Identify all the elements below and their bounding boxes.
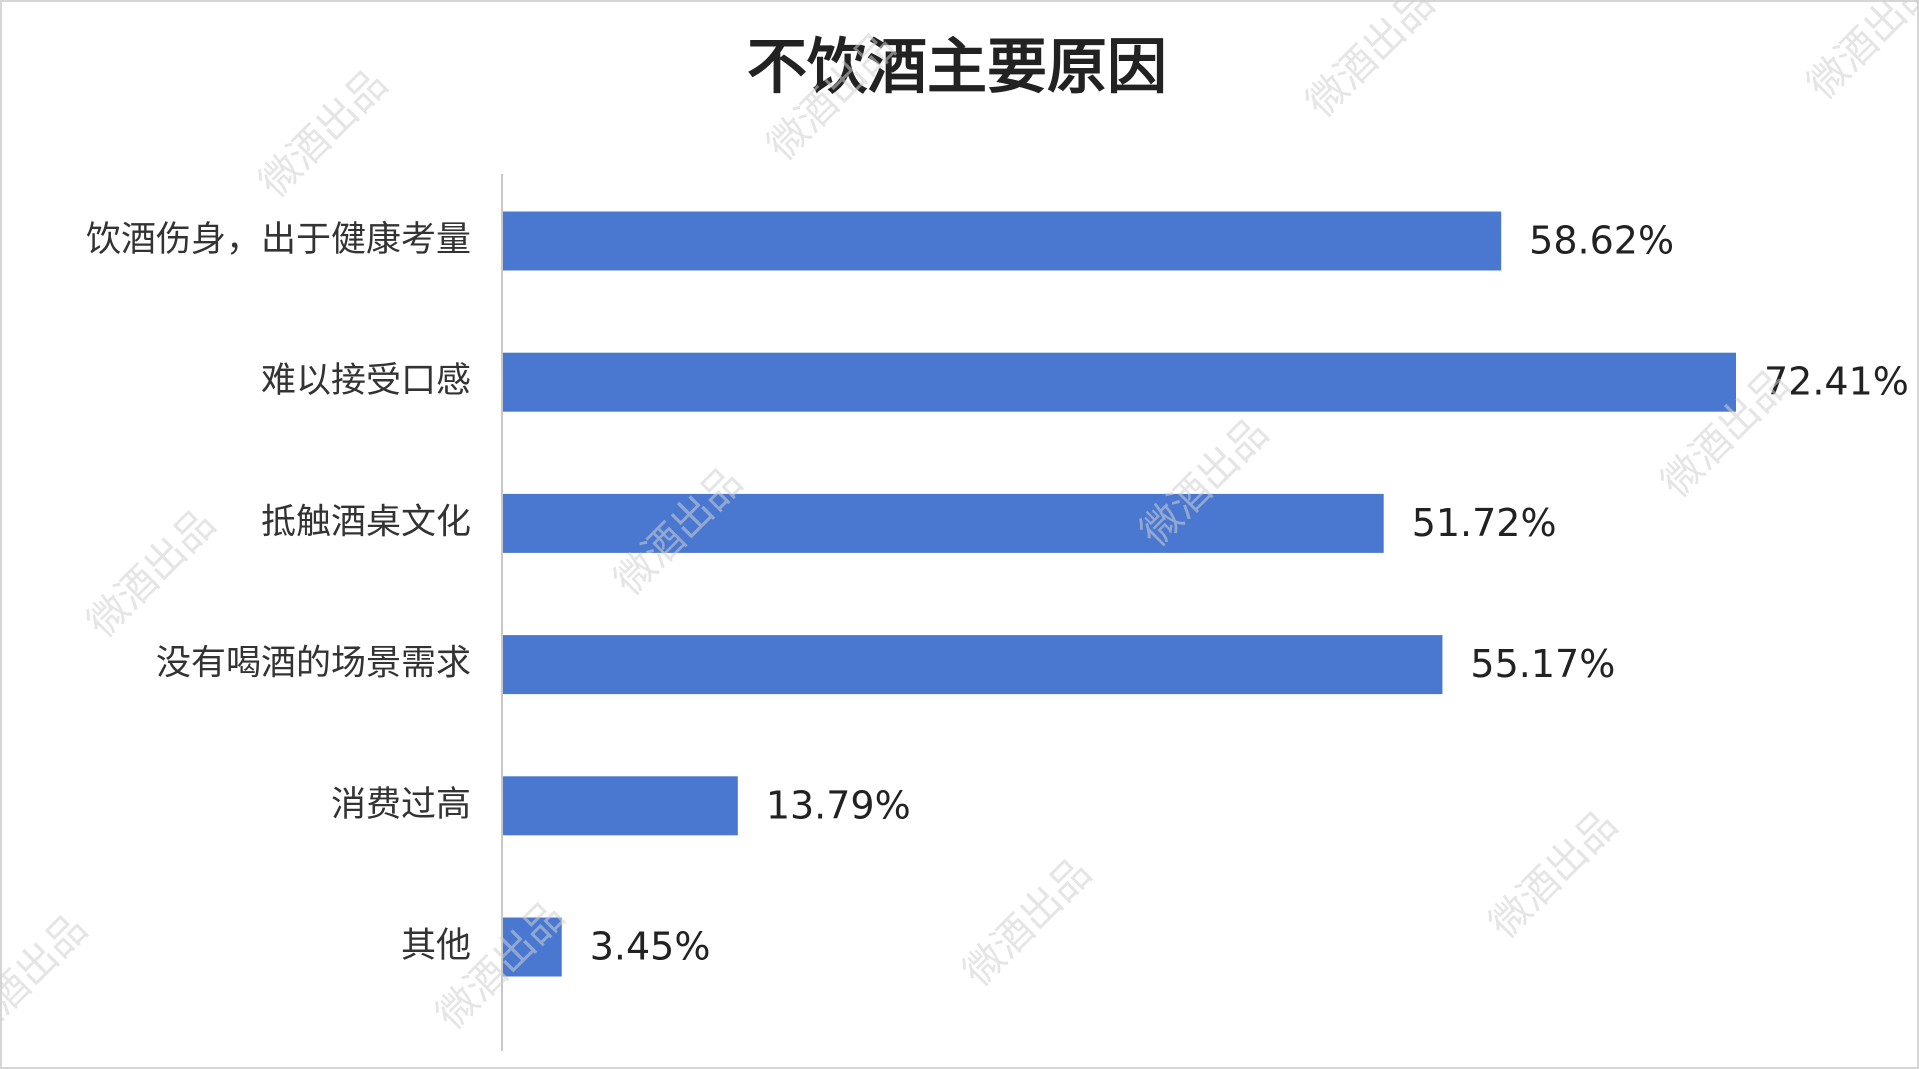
value-label: 72.41%: [1764, 360, 1909, 404]
bar: [503, 352, 1736, 412]
chart-title: 不饮酒主要原因: [747, 33, 1167, 103]
value-label: 3.45%: [590, 925, 711, 969]
bar: [503, 917, 562, 977]
value-label: 13.79%: [766, 783, 911, 827]
category-label: 消费过高: [331, 785, 471, 825]
category-label: 难以接受口感: [261, 361, 471, 401]
value-label: 58.62%: [1529, 219, 1674, 263]
bar: [503, 635, 1443, 695]
category-label: 饮酒伤身，出于健康考量: [86, 220, 471, 260]
category-label: 其他: [401, 926, 471, 966]
category-label: 没有喝酒的场景需求: [156, 644, 471, 684]
bar: [503, 211, 1502, 271]
bar: [503, 776, 738, 836]
value-label: 51.72%: [1412, 501, 1557, 545]
category-label: 抵触酒桌文化: [261, 502, 471, 542]
value-label: 55.17%: [1470, 642, 1615, 686]
bar: [503, 493, 1384, 553]
